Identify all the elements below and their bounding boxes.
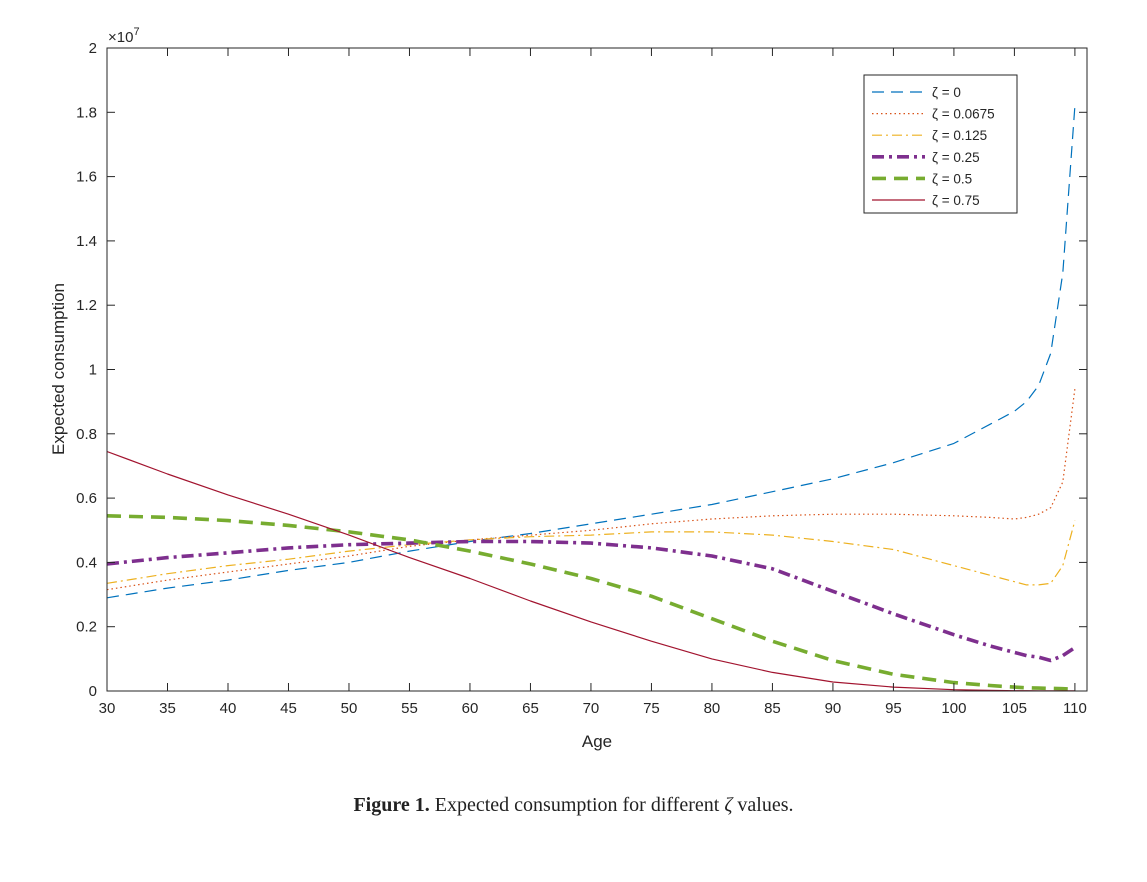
x-tick-label: 30 <box>99 700 116 717</box>
x-tick-label: 85 <box>764 700 781 717</box>
x-tick-label: 45 <box>280 700 297 717</box>
x-tick-label: 95 <box>885 700 902 717</box>
y-tick-label: 0.8 <box>76 426 97 443</box>
y-tick-label: 1.4 <box>76 233 97 250</box>
y-tick-label: 1.2 <box>76 297 97 314</box>
legend-label-5: ζ = 0.75 <box>932 193 980 208</box>
series-line-1 <box>107 388 1076 591</box>
y-tick-label: 0.6 <box>76 490 97 507</box>
y-tick-label: 1.8 <box>76 104 97 121</box>
y-tick-label: 0.4 <box>76 554 97 571</box>
x-tick-label: 50 <box>341 700 358 717</box>
y-tick-label: 0 <box>89 683 97 700</box>
y-tick-label: 1 <box>89 362 97 379</box>
legend-box <box>863 74 1018 214</box>
legend: ζ = 0 ζ = 0.0675 ζ = 0.125 ζ = 0.25 ζ = 0.5 ζ… <box>863 74 1018 214</box>
chart: 30 35 40 45 50 55 60 65 70 75 80 85 90 95 100 105 110 0 0.… <box>49 26 1088 751</box>
series-line-4 <box>107 514 1075 691</box>
y-tick-label: 2 <box>89 40 97 57</box>
x-tick-label: 40 <box>220 700 237 717</box>
caption-symbol: ζ <box>724 794 733 816</box>
series-line-0 <box>107 105 1076 599</box>
x-tick-label: 70 <box>583 700 600 717</box>
y-tick-label: 1.6 <box>76 169 97 186</box>
legend-label-3: ζ = 0.25 <box>932 150 980 165</box>
legend-label-2: ζ = 0.125 <box>932 128 987 143</box>
legend-label-1: ζ = 0.0675 <box>932 107 995 122</box>
legend-label-0: ζ = 0 <box>932 85 961 100</box>
x-tick-label: 75 <box>643 700 660 717</box>
caption-text-1: Expected consumption for different <box>429 794 725 816</box>
legend-label-4: ζ = 0.5 <box>932 171 972 186</box>
figure-label: Figure 1. <box>353 794 430 816</box>
y-exponent-label: ×107 <box>108 26 140 46</box>
y-tick-label: 0.2 <box>76 619 97 636</box>
x-tick-label: 60 <box>462 700 479 717</box>
caption-text-2: values. <box>732 794 794 816</box>
x-axis-title: Age <box>582 732 612 751</box>
figure-caption: Figure 1. Expected consumption for diffe… <box>0 794 1147 817</box>
series-line-2 <box>107 520 1076 586</box>
tick-layer: 30 35 40 45 50 55 60 65 70 75 80 85 90 95 100 105 110 0 0.… <box>76 40 1087 717</box>
y-axis-title: Expected consumption <box>49 283 68 455</box>
series-line-3 <box>107 539 1076 663</box>
x-tick-label: 100 <box>941 700 966 717</box>
x-tick-label: 90 <box>825 700 842 717</box>
x-tick-label: 55 <box>401 700 418 717</box>
x-tick-label: 105 <box>1002 700 1027 717</box>
x-tick-label: 65 <box>522 700 539 717</box>
x-tick-label: 80 <box>704 700 721 717</box>
x-tick-label: 35 <box>159 700 176 717</box>
x-tick-label: 110 <box>1063 700 1087 717</box>
